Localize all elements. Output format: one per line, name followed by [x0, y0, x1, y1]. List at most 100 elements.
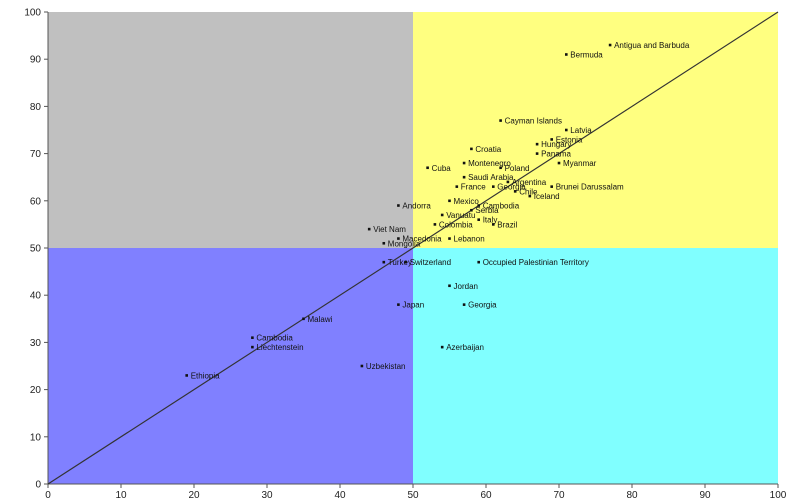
y-tick-label: 90	[30, 55, 42, 66]
data-point: Turkey	[382, 258, 412, 267]
point-marker	[506, 180, 510, 184]
point-label: Brazil	[497, 220, 517, 229]
point-label: Vanuatu	[446, 211, 475, 220]
point-label: Latvia	[570, 126, 592, 135]
y-tick-label: 60	[30, 196, 42, 207]
point-label: Viet Nam	[373, 225, 406, 234]
point-marker	[360, 364, 364, 368]
point-label: Cambodia	[483, 202, 520, 211]
data-point: Italy	[477, 216, 497, 225]
point-marker	[397, 237, 400, 240]
point-marker	[440, 345, 444, 349]
x-tick-label: 50	[407, 490, 419, 501]
point-marker	[499, 166, 502, 170]
point-label: Georgia	[468, 301, 497, 310]
point-marker	[426, 166, 429, 170]
data-point: Croatia	[470, 145, 502, 154]
point-label: Estonia	[556, 135, 583, 144]
point-marker	[404, 260, 407, 264]
data-point: Cambodia	[251, 334, 293, 343]
data-point: Uzbekistan	[360, 362, 406, 371]
point-label: Occupied Palestinian Territory	[483, 258, 589, 267]
point-label: Serbia	[475, 206, 499, 215]
reference-line-layer	[47, 11, 779, 485]
data-point: Ethiopia	[185, 371, 220, 380]
x-tick-label: 70	[553, 490, 565, 501]
data-point: Iceland	[528, 192, 560, 201]
data-point: Jordan	[448, 282, 478, 291]
data-point: Andorra	[397, 202, 431, 211]
point-label: Bermuda	[570, 50, 603, 59]
y-tick-label: 80	[30, 102, 42, 113]
x-tick-label: 20	[188, 490, 200, 501]
point-label: Myanmar	[563, 159, 597, 168]
point-label: Turkey	[388, 258, 412, 267]
data-point: Vanuatu	[440, 211, 475, 220]
data-point: Switzerland	[404, 258, 451, 267]
point-marker	[535, 142, 539, 146]
data-point: Colombia	[433, 220, 473, 229]
x-tick-label: 40	[334, 490, 346, 501]
points-layer: Antigua and Barbuda Bermuda Cayman Islands…	[185, 41, 690, 380]
point-label: France	[461, 183, 486, 192]
point-label: Macedonia	[402, 235, 442, 244]
point-label: Poland	[505, 164, 530, 173]
y-tick-label: 30	[30, 338, 42, 349]
point-label: Switzerland	[410, 258, 451, 267]
point-marker	[382, 260, 386, 264]
point-marker	[565, 53, 568, 56]
data-point: Mongolia	[382, 239, 421, 248]
point-marker	[492, 223, 495, 226]
y-tick-label: 0	[35, 480, 41, 491]
point-marker	[448, 284, 451, 288]
point-label: Japan	[402, 301, 424, 310]
point-label: Mongolia	[388, 239, 421, 248]
point-label: Azerbaijan	[446, 343, 484, 352]
point-label: Saudi Arabia	[468, 173, 514, 182]
x-tick-label: 10	[115, 490, 127, 501]
point-marker	[251, 345, 254, 349]
data-point: Viet Nam	[367, 225, 406, 234]
data-point: Macedonia	[397, 235, 442, 244]
y-tick-label: 50	[30, 244, 42, 255]
data-point: Cambodia	[477, 202, 520, 211]
diagonal-reference-line	[47, 11, 779, 485]
x-tick-label: 30	[261, 490, 273, 501]
data-point: Malawi	[302, 315, 333, 324]
point-label: Chile	[519, 187, 538, 196]
point-label: Andorra	[402, 202, 431, 211]
point-label: Lebanon	[454, 235, 485, 244]
point-label: Argentina	[512, 178, 547, 187]
point-label: Uzbekistan	[366, 362, 406, 371]
quadrant-3	[413, 248, 778, 484]
point-marker	[535, 152, 539, 155]
point-marker	[470, 147, 473, 151]
data-point: Lebanon	[448, 235, 485, 244]
point-label: Ethiopia	[191, 371, 220, 380]
data-point: Latvia	[565, 126, 592, 135]
y-tick-label: 20	[30, 385, 42, 396]
data-point: France	[455, 183, 486, 192]
x-tick-label: 90	[699, 490, 711, 501]
data-point: Serbia	[470, 206, 499, 215]
data-point: Occupied Palestinian Territory	[477, 258, 589, 267]
data-point: Liechtenstein	[251, 343, 304, 352]
point-label: Liechtenstein	[256, 343, 303, 352]
point-marker	[550, 138, 553, 141]
data-point: Bermuda	[565, 50, 603, 59]
point-label: Mexico	[454, 197, 480, 206]
data-point: Georgia	[492, 183, 526, 192]
data-point: Brazil	[492, 220, 518, 229]
y-tick-label: 70	[30, 149, 42, 160]
point-label: Cambodia	[256, 334, 293, 343]
point-marker	[367, 227, 371, 231]
point-marker	[448, 237, 451, 240]
data-point: Cayman Islands	[499, 117, 562, 126]
point-marker	[397, 303, 400, 306]
data-point: Brunei Darussalam	[550, 183, 624, 192]
data-point: Estonia	[550, 135, 583, 144]
point-marker	[608, 43, 612, 47]
point-label: Hungary	[541, 140, 571, 149]
point-marker	[557, 161, 561, 165]
